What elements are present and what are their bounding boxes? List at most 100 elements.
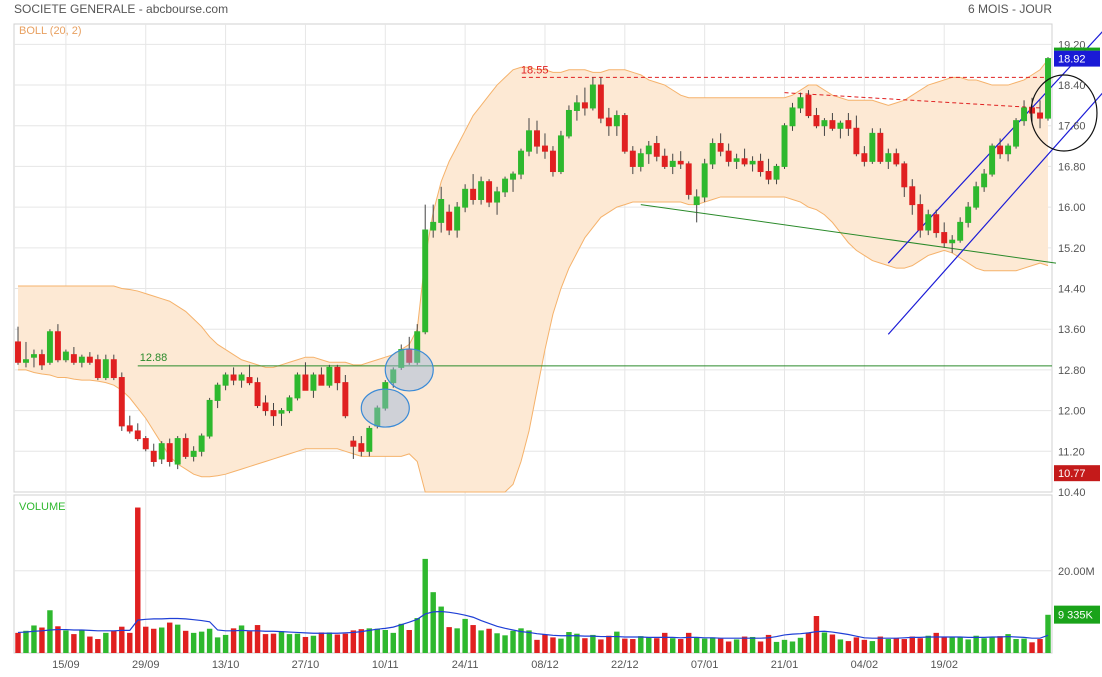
volume-bar: [542, 634, 548, 653]
volume-bar: [254, 625, 261, 653]
y-tick-label: 12.00: [1058, 406, 1086, 418]
volume-bar: [326, 632, 333, 653]
x-tick-label: 08/12: [531, 659, 559, 671]
candle-body: [637, 153, 644, 167]
candle-body: [1005, 145, 1012, 155]
volume-bar: [893, 638, 900, 653]
candle-body: [965, 206, 972, 223]
candle-body: [182, 438, 189, 457]
candle-body: [605, 117, 612, 127]
candle-body: [310, 374, 317, 391]
volume-bar: [598, 639, 604, 653]
candle-body: [54, 331, 61, 361]
x-tick-label: 19/02: [930, 659, 958, 671]
candle-body: [949, 239, 956, 244]
volume-bar: [390, 632, 396, 653]
volume-bar: [821, 632, 828, 653]
x-tick-label: 22/12: [611, 659, 639, 671]
volume-bar: [693, 636, 700, 653]
volume-bar: [222, 634, 229, 653]
volume-bar: [917, 638, 923, 653]
volume-bar: [494, 633, 500, 653]
candle-body: [142, 438, 149, 450]
volume-bar: [246, 631, 253, 653]
candle-body: [454, 206, 461, 231]
candle-body: [1029, 107, 1036, 114]
volume-bar: [741, 636, 748, 653]
volume-bar: [646, 637, 652, 653]
candle-body: [853, 127, 860, 155]
volume-bar: [159, 627, 165, 653]
candle-body: [206, 399, 213, 437]
candle-body: [270, 410, 277, 417]
candle-body: [765, 171, 772, 180]
candle-body: [38, 354, 45, 366]
volume-bar: [71, 634, 77, 653]
volume-bar: [981, 638, 987, 653]
volume-bar: [198, 631, 205, 653]
volume-bar: [566, 632, 572, 653]
volume-bar: [670, 638, 676, 653]
candle-body: [166, 443, 173, 462]
volume-bar: [638, 636, 644, 653]
volume-bar: [749, 636, 756, 653]
candle-body: [382, 382, 389, 409]
volume-bar: [558, 638, 564, 653]
candle-body: [46, 331, 53, 363]
candle-body: [190, 450, 197, 457]
volume-bar: [406, 629, 412, 653]
support-level-label: 12.88: [140, 352, 168, 364]
candle-body: [334, 366, 341, 384]
volume-bar: [997, 636, 1003, 653]
volume-bar: [438, 606, 444, 653]
x-tick-label: 15/09: [52, 659, 80, 671]
volume-bar: [127, 632, 133, 653]
volume-bar: [342, 633, 349, 653]
candle-body: [326, 366, 333, 386]
chart-title: SOCIETE GENERALE - abcbourse.com: [14, 2, 228, 16]
y-tick-label: 11.20: [1058, 446, 1085, 458]
candle-body: [677, 160, 684, 165]
volume-bar: [47, 610, 53, 653]
highlight-circle: [384, 348, 434, 392]
candle-body: [438, 199, 445, 223]
volume-bar: [717, 638, 724, 653]
volume-bar: [214, 637, 221, 653]
candle-body: [629, 150, 636, 167]
volume-bar: [278, 631, 285, 653]
bollinger-band: [17, 59, 1049, 493]
candle-body: [238, 374, 245, 381]
volume-bar: [87, 636, 93, 653]
candle-body: [877, 132, 884, 162]
candle-body: [805, 94, 812, 117]
volume-bar: [797, 637, 804, 653]
volume-bar: [286, 634, 293, 653]
candle-body: [901, 163, 908, 188]
candle-body: [725, 150, 732, 162]
last-price-badge: [1054, 50, 1100, 67]
resistance-level-label: 18.55: [521, 64, 549, 76]
y-tick-label: 10.40: [1058, 487, 1086, 499]
volume-bar: [877, 636, 884, 653]
volume-bar: [933, 632, 939, 653]
candle-body: [653, 143, 660, 157]
candle-body: [981, 173, 988, 188]
candle-body: [925, 214, 932, 231]
candle-body: [262, 402, 269, 412]
candle-body: [510, 173, 517, 180]
candle-body: [94, 359, 101, 379]
candle-body: [1037, 112, 1043, 119]
candle-body: [102, 359, 109, 379]
price-panel-frame: [13, 23, 1053, 493]
candle-body: [613, 115, 620, 127]
candle-body: [861, 153, 868, 162]
candle-body: [973, 186, 980, 208]
candle-body: [78, 356, 85, 363]
candle-body: [757, 160, 764, 173]
candle-body: [989, 145, 996, 175]
candle-body: [110, 359, 117, 379]
candle-body: [118, 377, 125, 427]
y-tick-label: 16.80: [1058, 161, 1086, 173]
candle-body: [733, 158, 740, 162]
